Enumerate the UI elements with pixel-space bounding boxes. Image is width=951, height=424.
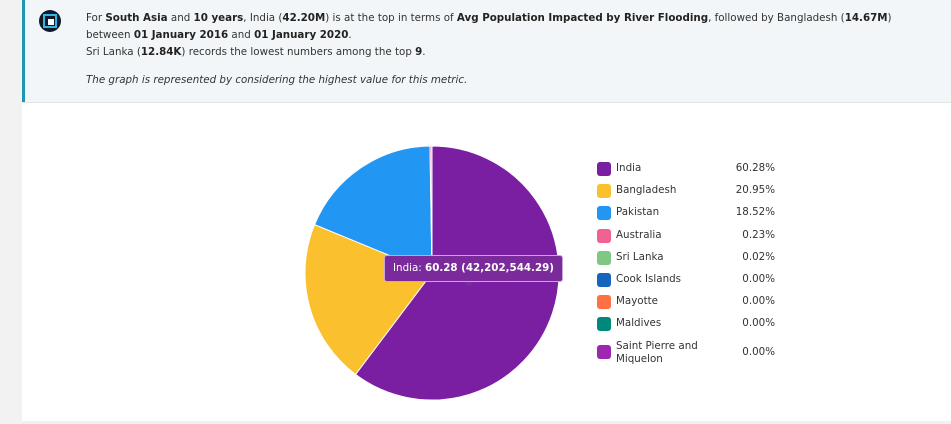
tooltip-pointer xyxy=(464,282,474,287)
tooltip-label: India: xyxy=(393,262,422,274)
legend-label: Cook Islands xyxy=(616,272,682,285)
legend-swatch xyxy=(597,295,611,310)
text-fragment: For xyxy=(86,12,106,24)
legend-item-australia[interactable]: Australia 0.23% xyxy=(595,226,775,248)
insight-panel: For South Asia and 10 years, India (42.2… xyxy=(22,0,951,102)
end-date: 01 January 2020 xyxy=(254,29,349,41)
legend-swatch xyxy=(597,162,611,176)
text-fragment: ) records the lowest numbers among the t… xyxy=(181,46,416,58)
text-fragment: , followed by Bangladesh ( xyxy=(708,12,845,24)
text-fragment: and xyxy=(167,12,194,24)
text-fragment: . xyxy=(422,46,426,58)
text-fragment: ) xyxy=(887,12,892,24)
top-count: 9 xyxy=(415,46,423,58)
legend-label: Mayotte xyxy=(616,295,658,308)
legend-label: Pakistan xyxy=(616,206,660,219)
legend-item-bangladesh[interactable]: Bangladesh 20.95% xyxy=(595,181,775,203)
legend-percentage: 0.00% xyxy=(742,317,775,330)
metric-name: Avg Population Impacted by River Floodin… xyxy=(456,12,709,24)
text-fragment: and xyxy=(228,29,255,41)
legend-swatch xyxy=(597,250,611,265)
insight-line-1: For South Asia and 10 years, India (42.2… xyxy=(86,10,936,27)
legend-item-cook-islands[interactable]: Cook Islands 0.00% xyxy=(595,270,775,292)
legend-label: Sri Lanka xyxy=(616,250,664,263)
legend-item-saint-pierre-and-miquelon[interactable]: Saint Pierre and Miquelon 0.00% xyxy=(595,337,775,367)
legend-item-india[interactable]: India 60.28% xyxy=(595,159,775,181)
legend-percentage: 0.00% xyxy=(742,345,775,358)
insight-line-3: Sri Lanka (12.84K) records the lowest nu… xyxy=(86,44,936,61)
text-fragment: Sri Lanka ( xyxy=(86,46,141,58)
legend-swatch xyxy=(597,272,611,287)
legend-swatch xyxy=(597,317,611,332)
legend-percentage: 0.02% xyxy=(742,250,775,263)
legend-item-maldives[interactable]: Maldives 0.00% xyxy=(595,314,775,336)
region-name: South Asia xyxy=(105,12,168,24)
start-date: 01 January 2016 xyxy=(133,29,229,41)
insight-note: The graph is represented by considering … xyxy=(86,74,468,86)
insight-summary: For South Asia and 10 years, India (42.2… xyxy=(86,10,936,89)
pie-slice-pakistan[interactable] xyxy=(313,145,433,274)
top-value: 42.20M xyxy=(282,12,326,24)
legend-item-mayotte[interactable]: Mayotte 0.00% xyxy=(595,292,775,314)
legend-item-sri-lanka[interactable]: Sri Lanka 0.02% xyxy=(595,248,775,270)
period-name: 10 years xyxy=(193,12,244,24)
legend-swatch xyxy=(597,344,611,359)
legend-swatch xyxy=(597,228,611,243)
legend-percentage: 60.28% xyxy=(735,162,775,174)
lowest-value: 12.84K xyxy=(140,46,182,58)
chart-legend: India 60.28% Bangladesh 20.95% Pakistan 18.52… xyxy=(595,159,775,367)
legend-label: Saint Pierre and Miquelon xyxy=(616,339,698,365)
legend-percentage: 0.23% xyxy=(742,228,775,241)
legend-percentage: 0.00% xyxy=(742,272,775,285)
legend-label: India xyxy=(616,162,642,174)
text-fragment: between xyxy=(86,29,134,41)
legend-label: Maldives xyxy=(616,317,662,330)
chart-tooltip: India: 60.28 (42,202,544.29) xyxy=(384,255,563,282)
legend-swatch xyxy=(597,184,611,199)
legend-swatch xyxy=(597,206,611,221)
legend-percentage: 18.52% xyxy=(735,206,775,219)
legend-label: Australia xyxy=(616,228,662,241)
legend-label: Bangladesh xyxy=(616,184,677,197)
legend-percentage: 0.00% xyxy=(742,295,775,308)
second-value: 14.67M xyxy=(844,12,888,24)
text-fragment: . xyxy=(348,29,352,41)
legend-item-pakistan[interactable]: Pakistan 18.52% xyxy=(595,203,775,225)
chart-card: India: 60.28 (42,202,544.29) India 60.28%… xyxy=(22,102,951,424)
tooltip-value: 60.28 (42,202,544.29) xyxy=(425,262,554,274)
left-gutter xyxy=(0,0,22,424)
bottom-divider xyxy=(22,421,951,424)
insight-logo-icon xyxy=(39,10,61,32)
insight-line-2: between 01 January 2016 and 01 January 2… xyxy=(86,27,936,44)
text-fragment: , India ( xyxy=(243,12,283,24)
text-fragment: ) is at the top in terms of xyxy=(325,12,457,24)
legend-percentage: 20.95% xyxy=(735,184,775,197)
